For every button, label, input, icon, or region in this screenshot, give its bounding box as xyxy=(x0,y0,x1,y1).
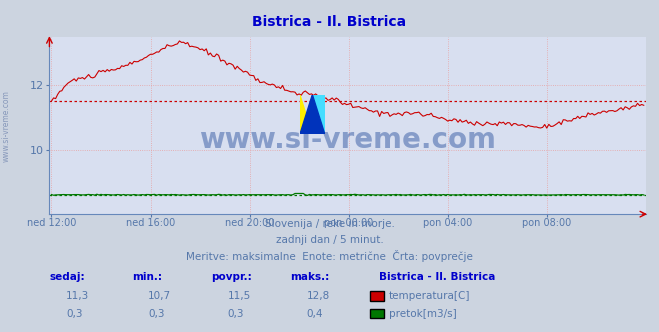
Text: www.si-vreme.com: www.si-vreme.com xyxy=(2,90,11,162)
Text: min.:: min.: xyxy=(132,272,162,282)
Text: 10,7: 10,7 xyxy=(148,291,171,301)
Text: Bistrica - Il. Bistrica: Bistrica - Il. Bistrica xyxy=(252,15,407,29)
Text: zadnji dan / 5 minut.: zadnji dan / 5 minut. xyxy=(275,235,384,245)
Text: 0,3: 0,3 xyxy=(66,309,82,319)
Text: 11,3: 11,3 xyxy=(66,291,89,301)
Text: povpr.:: povpr.: xyxy=(211,272,252,282)
Text: maks.:: maks.: xyxy=(290,272,330,282)
Text: 12,8: 12,8 xyxy=(306,291,330,301)
Text: pretok[m3/s]: pretok[m3/s] xyxy=(389,309,457,319)
Text: 11,5: 11,5 xyxy=(227,291,250,301)
Text: temperatura[C]: temperatura[C] xyxy=(389,291,471,301)
Text: Slovenija / reke in morje.: Slovenija / reke in morje. xyxy=(264,219,395,229)
Polygon shape xyxy=(312,95,325,134)
Polygon shape xyxy=(300,95,312,134)
Polygon shape xyxy=(300,95,325,134)
Text: 0,4: 0,4 xyxy=(306,309,323,319)
Text: Bistrica - Il. Bistrica: Bistrica - Il. Bistrica xyxy=(379,272,496,282)
Text: 0,3: 0,3 xyxy=(148,309,165,319)
Text: Meritve: maksimalne  Enote: metrične  Črta: povprečje: Meritve: maksimalne Enote: metrične Črta… xyxy=(186,250,473,262)
Text: 0,3: 0,3 xyxy=(227,309,244,319)
Text: sedaj:: sedaj: xyxy=(49,272,85,282)
Text: www.si-vreme.com: www.si-vreme.com xyxy=(199,125,496,153)
